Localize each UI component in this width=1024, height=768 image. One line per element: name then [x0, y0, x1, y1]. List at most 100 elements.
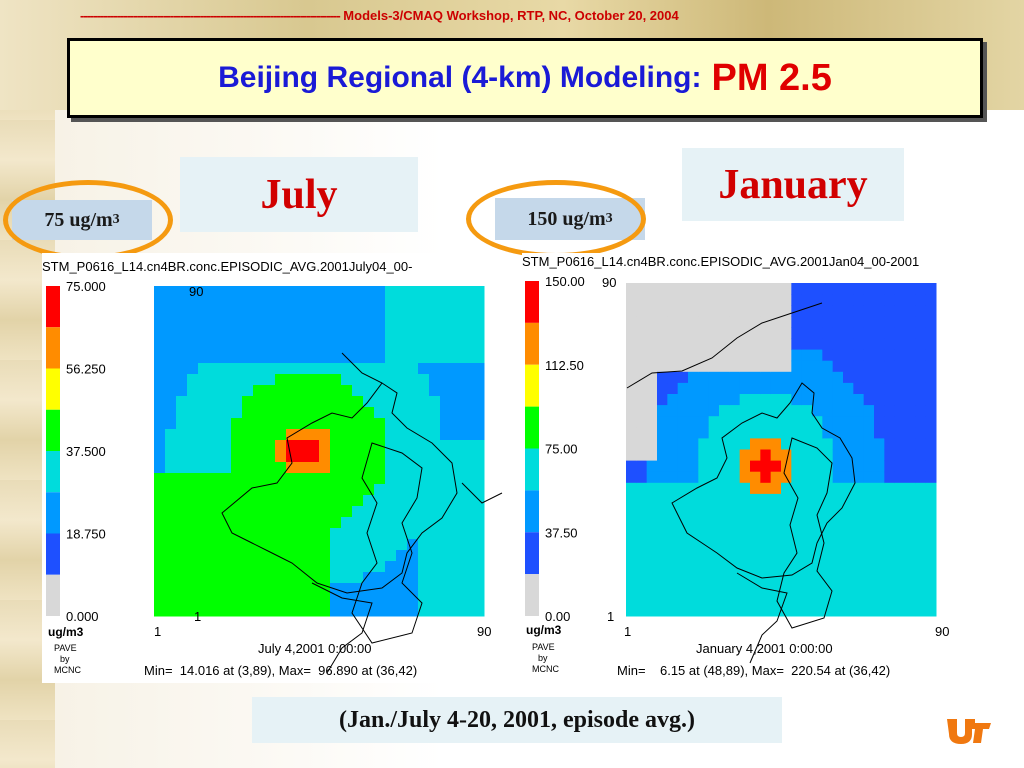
july-grid-cell: [187, 286, 199, 298]
july-grid-cell: [242, 550, 254, 562]
january-legend-swatch: [525, 574, 539, 616]
january-grid-cell: [832, 338, 844, 351]
july-grid-cell: [154, 462, 166, 474]
july-grid-cell: [330, 462, 342, 474]
july-grid-cell: [308, 396, 320, 408]
july-grid-cell: [319, 429, 331, 441]
july-grid-cell: [352, 440, 364, 452]
january-grid-cell: [698, 471, 710, 484]
january-grid-cell: [677, 371, 689, 384]
july-grid-cell: [297, 286, 309, 298]
january-grid-cell: [708, 405, 720, 417]
july-grid-cell: [198, 550, 210, 562]
january-grid-cell: [657, 505, 668, 517]
july-grid-cell: [187, 528, 199, 540]
july-grid-cell: [451, 506, 463, 518]
january-grid-cell: [719, 394, 730, 406]
january-grid-cell: [822, 571, 834, 584]
july-grid-cell: [363, 473, 375, 485]
july-grid-cell: [187, 385, 199, 397]
july-grid-cell: [374, 407, 386, 419]
january-grid-cell: [915, 549, 927, 561]
july-grid-cell: [154, 363, 166, 375]
july-grid-cell: [231, 605, 243, 617]
july-grid-cell: [385, 594, 397, 606]
january-grid-cell: [884, 305, 896, 317]
july-grid-cell: [341, 484, 353, 496]
january-grid-cell: [698, 283, 710, 295]
july-grid-cell: [198, 484, 210, 496]
january-grid-cell: [719, 571, 730, 584]
july-grid-cell: [330, 550, 342, 562]
episode-caption: (Jan./July 4-20, 2001, episode avg.): [252, 697, 782, 743]
july-grid-cell: [209, 319, 221, 331]
july-grid-cell: [473, 374, 485, 386]
january-grid-cell: [884, 327, 896, 339]
january-grid-cell: [750, 449, 761, 462]
january-grid-cell: [791, 549, 803, 561]
july-grid-cell: [253, 550, 265, 562]
january-grid-cell: [925, 316, 937, 328]
july-grid-cell: [275, 495, 287, 507]
january-grid-cell: [915, 338, 927, 351]
july-grid-cell: [385, 286, 397, 298]
january-grid-cell: [739, 527, 751, 539]
july-grid-cell: [264, 517, 276, 529]
july-grid-cell: [440, 495, 452, 507]
january-grid-cell: [812, 438, 823, 450]
july-grid-cell: [473, 451, 485, 463]
july-grid-cell: [165, 506, 177, 518]
july-grid-cell: [330, 539, 342, 551]
july-grid-cell: [154, 385, 166, 397]
january-grid-cell: [863, 338, 875, 351]
january-grid-cell: [863, 449, 875, 462]
july-grid-cell: [253, 286, 265, 298]
january-grid-cell: [863, 382, 875, 395]
july-grid-cell: [286, 539, 298, 551]
july-grid-cell: [231, 297, 243, 309]
july-grid-cell: [297, 495, 309, 507]
january-grid-cell: [708, 338, 720, 351]
january-grid-cell: [843, 604, 854, 617]
january-grid-cell: [884, 405, 896, 417]
january-grid-cell: [915, 460, 927, 473]
july-grid-cell: [264, 407, 276, 419]
july-grid-cell: [451, 407, 463, 419]
july-grid-cell: [308, 572, 320, 584]
july-grid-cell: [220, 550, 232, 562]
july-grid-cell: [418, 374, 430, 386]
july-grid-cell: [264, 308, 276, 320]
january-grid-cell: [874, 538, 885, 550]
july-grid-cell: [209, 594, 221, 606]
january-grid-cell: [708, 327, 720, 339]
january-grid-cell: [915, 305, 927, 317]
july-grid-cell: [198, 330, 210, 342]
july-grid-cell: [308, 451, 320, 463]
january-grid-cell: [688, 549, 699, 561]
january-grid-cell: [781, 305, 792, 317]
january-grid-cell: [925, 460, 937, 473]
january-legend-tick: 75.00: [545, 442, 578, 457]
july-grid-cell: [176, 572, 188, 584]
january-grid-cell: [925, 560, 937, 573]
january-grid-cell: [698, 316, 710, 328]
january-grid-cell: [770, 327, 782, 339]
january-grid-cell: [801, 294, 813, 306]
july-grid-cell: [253, 319, 265, 331]
july-grid-cell: [286, 517, 298, 529]
july-grid-cell: [220, 517, 232, 529]
july-grid-cell: [297, 517, 309, 529]
january-grid-cell: [667, 493, 679, 506]
july-grid-cell: [341, 528, 353, 540]
july-grid-cell: [418, 506, 430, 518]
july-grid-cell: [297, 539, 309, 551]
july-grid-cell: [319, 308, 331, 320]
july-grid-cell: [385, 297, 397, 309]
january-grid-cell: [688, 427, 699, 439]
july-grid-cell: [165, 550, 177, 562]
january-grid-cell: [884, 294, 896, 306]
january-grid-cell: [760, 338, 772, 351]
january-grid-cell: [925, 338, 937, 351]
january-map-panel: STM_P0616_L14.cn4BR.conc.EPISODIC_AVG.20…: [522, 253, 1000, 683]
january-grid-cell: [874, 294, 885, 306]
